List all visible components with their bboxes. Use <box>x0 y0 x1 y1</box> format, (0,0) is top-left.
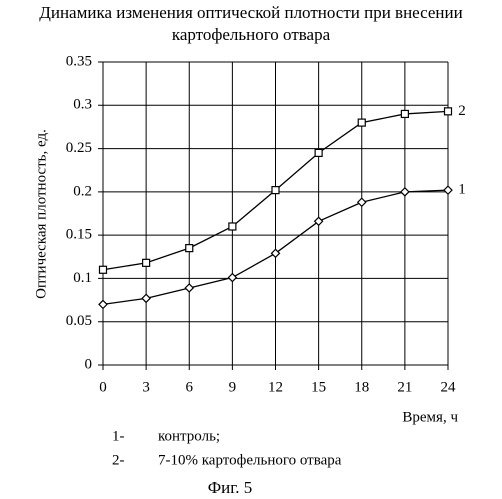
y-tick-label: 0.1 <box>73 270 92 286</box>
y-tick-label: 0 <box>85 356 93 372</box>
y-axis-label: Оптическая плотность, ед. <box>33 129 49 299</box>
marker <box>185 284 193 292</box>
marker <box>445 108 452 115</box>
series-label: 1 <box>458 182 466 198</box>
marker <box>228 274 236 282</box>
x-tick-label: 21 <box>397 379 412 395</box>
x-tick-label: 12 <box>268 379 283 395</box>
y-tick-label: 0.25 <box>66 140 92 156</box>
x-tick-label: 6 <box>186 379 194 395</box>
legend-text: контроль; <box>158 428 220 444</box>
marker <box>444 186 452 194</box>
y-tick-label: 0.15 <box>66 227 92 243</box>
marker <box>401 110 408 117</box>
marker <box>358 119 365 126</box>
marker <box>99 300 107 308</box>
marker <box>272 187 279 194</box>
x-tick-label: 0 <box>99 379 107 395</box>
x-tick-label: 9 <box>229 379 237 395</box>
y-tick-label: 0.35 <box>66 53 92 69</box>
legend-key: 2- <box>112 452 125 468</box>
marker <box>358 198 366 206</box>
legend-text: 7-10% картофельного отвара <box>158 452 342 468</box>
y-tick-label: 0.3 <box>73 97 92 113</box>
chart: Динамика изменения оптической плотности … <box>0 0 502 499</box>
y-tick-label: 0.2 <box>73 183 92 199</box>
marker <box>186 245 193 252</box>
marker <box>229 223 236 230</box>
y-tick-label: 0.05 <box>66 313 92 329</box>
x-tick-label: 15 <box>311 379 326 395</box>
x-tick-label: 3 <box>142 379 150 395</box>
marker <box>100 266 107 273</box>
legend-key: 1- <box>112 428 125 444</box>
marker <box>142 294 150 302</box>
x-axis-label: Время, ч <box>402 409 458 425</box>
x-tick-label: 24 <box>441 379 457 395</box>
marker <box>401 188 409 196</box>
marker <box>143 259 150 266</box>
x-tick-label: 18 <box>354 379 369 395</box>
caption: Фиг. 5 <box>208 478 253 497</box>
series-label: 2 <box>458 103 466 119</box>
chart-title: Динамика изменения оптической плотности … <box>39 3 462 22</box>
chart-title: картофельного отвара <box>172 25 331 44</box>
marker <box>315 149 322 156</box>
